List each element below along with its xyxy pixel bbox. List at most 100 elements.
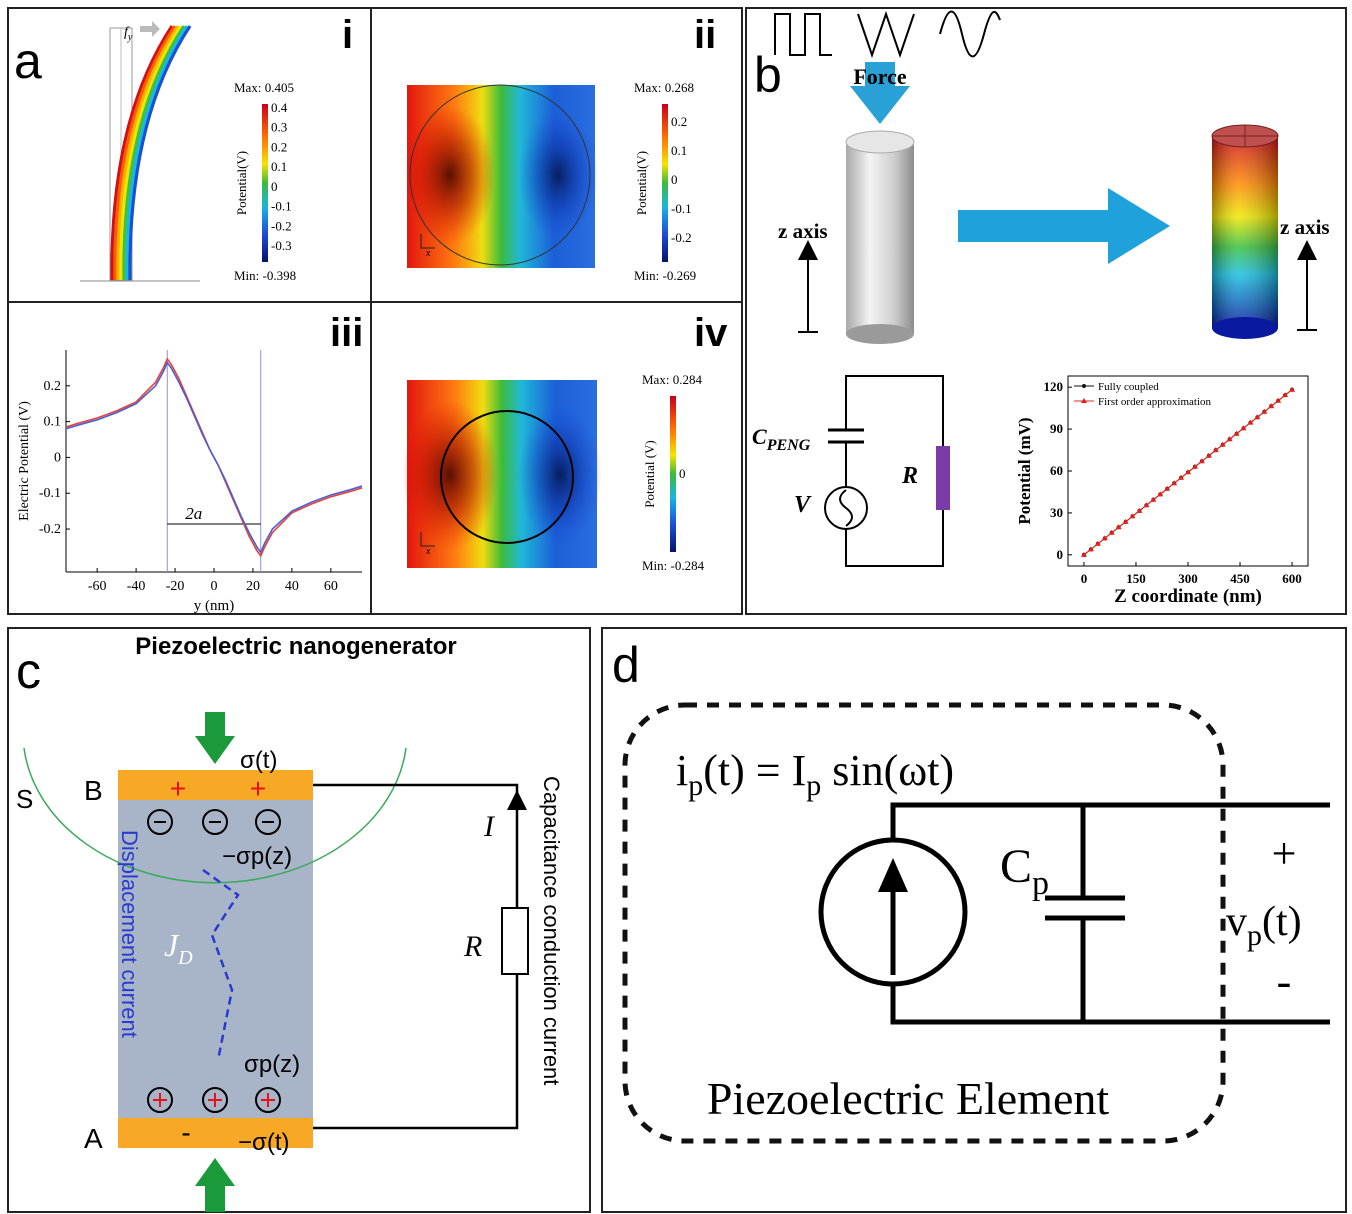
line-chart: 01503004506000306090120Z coordinate (nm)… bbox=[1015, 376, 1308, 607]
charge-label: σp(z) bbox=[244, 1051, 300, 1078]
panel-label: iii bbox=[330, 311, 363, 355]
colorbar-tick-label: 0.2 bbox=[671, 114, 687, 129]
colorbar-tick-label: -0.2 bbox=[271, 218, 292, 233]
y-tick-label: 30 bbox=[1050, 505, 1063, 520]
voltage-part: (t) bbox=[1262, 899, 1302, 945]
colorbar-tick-label: 0 bbox=[679, 466, 686, 481]
current-label: I bbox=[483, 810, 496, 843]
colorbar-tick-label: 0.1 bbox=[671, 143, 687, 158]
colorbar bbox=[670, 396, 676, 552]
panel-d-drawing: ip(t) = Ip sin(ωt) Cp + vp(t) - Piezoele… bbox=[625, 705, 1330, 1141]
y-axis-label: Electric Potential (V) bbox=[17, 401, 32, 521]
x-tick-label: -20 bbox=[166, 579, 185, 594]
panel-label: ii bbox=[694, 13, 716, 57]
colorbar-min: Min: -0.284 bbox=[642, 558, 705, 573]
x-tick-label: 300 bbox=[1178, 571, 1198, 586]
square-wave bbox=[775, 14, 832, 55]
legend-label: First order approximation bbox=[1098, 396, 1212, 408]
capacitor-label: Cp bbox=[1000, 840, 1049, 902]
equation-part: i bbox=[676, 746, 688, 795]
y-tick-label: 0.1 bbox=[44, 415, 62, 430]
source-label: V bbox=[794, 492, 812, 518]
resistor-label: R bbox=[463, 930, 482, 963]
x-tick-label: 20 bbox=[246, 579, 260, 594]
conduction-label: Capacitance conduction current bbox=[539, 776, 564, 1085]
panel-label: iv bbox=[694, 311, 728, 355]
colorbar-tick-label: 0.3 bbox=[271, 120, 287, 135]
force-label: Force bbox=[853, 64, 907, 89]
charge-label: −σp(z) bbox=[222, 843, 292, 870]
colorbar-tick-label: 0.2 bbox=[271, 139, 287, 154]
spot bbox=[518, 405, 602, 545]
resistor-label: R bbox=[901, 463, 918, 489]
panel-label: i bbox=[342, 13, 353, 57]
displacement-label: Displacement current bbox=[117, 830, 142, 1038]
equation-part: (t) = I bbox=[703, 746, 806, 795]
x-tick-label: 150 bbox=[1126, 571, 1146, 586]
page-body: { "panel_labels": {"a": "a", "b": "b", "… bbox=[0, 0, 1352, 1214]
x-tick-label: -40 bbox=[127, 579, 146, 594]
x-tick-label: 450 bbox=[1230, 571, 1250, 586]
y-tick-label: -0.2 bbox=[39, 522, 61, 537]
polarity: - bbox=[1277, 957, 1292, 1006]
line-chart: -60-40-200204060-0.2-0.100.10.2y (nm)Ele… bbox=[17, 350, 362, 614]
title: Piezoelectric nanogenerator bbox=[135, 633, 456, 660]
sine-wave bbox=[940, 12, 1000, 57]
force-label-sub: y bbox=[127, 32, 133, 43]
x-tick-label: -60 bbox=[88, 579, 107, 594]
colorbar-tick-label: -0.2 bbox=[671, 230, 692, 245]
axis-label: z axis bbox=[1280, 215, 1330, 239]
voltage-part: v bbox=[1226, 899, 1247, 945]
colorbar bbox=[262, 104, 268, 262]
equation: ip(t) = Ip sin(ωt) bbox=[676, 746, 954, 802]
cylinder bbox=[846, 142, 914, 334]
x-tick-label: 600 bbox=[1282, 571, 1302, 586]
voltage-part: p bbox=[1247, 919, 1262, 952]
x-axis-label: Z coordinate (nm) bbox=[1114, 586, 1262, 607]
point bbox=[1289, 387, 1295, 392]
capacitor-label-sub: PENG bbox=[766, 437, 811, 454]
voltage-label: vp(t) bbox=[1226, 899, 1302, 952]
colorbar-tick-label: 0 bbox=[671, 172, 678, 187]
cylinder-bottom bbox=[846, 324, 914, 344]
electrode-label: B bbox=[84, 775, 103, 806]
colorbar bbox=[662, 104, 668, 262]
y-tick-label: 0 bbox=[54, 450, 61, 465]
panel-a-frame bbox=[8, 8, 742, 614]
y-tick-label: 60 bbox=[1050, 463, 1063, 478]
axis-label: x bbox=[425, 546, 431, 557]
charge-label: −σ(t) bbox=[238, 1129, 289, 1156]
y-tick-label: 120 bbox=[1044, 379, 1064, 394]
x-tick-label: 0 bbox=[1081, 571, 1088, 586]
surface-label: S bbox=[16, 784, 33, 814]
spot bbox=[518, 110, 598, 240]
colorbar-tick-label: 0 bbox=[271, 179, 278, 194]
panel-label: b bbox=[754, 47, 782, 103]
figure: a b c d i ii iii iv fy x x Force z axis … bbox=[0, 0, 1352, 1214]
circuit-wire bbox=[846, 376, 943, 566]
polarity: + bbox=[1272, 829, 1297, 878]
charge-label: σ(t) bbox=[240, 747, 277, 774]
colorbar-max: Max: 0.284 bbox=[642, 372, 702, 387]
panel-label: c bbox=[16, 643, 41, 699]
colorbar-tick-label: -0.1 bbox=[271, 199, 292, 214]
heatmap-iv: x bbox=[402, 380, 602, 568]
cantilever: fy bbox=[80, 21, 200, 281]
panel-label: d bbox=[612, 637, 640, 693]
charge: + bbox=[170, 773, 186, 804]
force-arrow bbox=[140, 21, 160, 37]
panel-b-drawing: Force z axis z axis CPENG V R bbox=[752, 12, 1330, 567]
cylinder-bottom bbox=[1212, 317, 1278, 339]
electrode bbox=[118, 770, 313, 800]
y-axis-label: Potential (mV) bbox=[1015, 417, 1034, 524]
legend-label: Fully coupled bbox=[1098, 381, 1159, 393]
colorbar-max: Max: 0.268 bbox=[634, 80, 694, 95]
capacitor-label-sub: p bbox=[1032, 865, 1049, 902]
charge: + bbox=[250, 773, 266, 804]
current-density-sub: D bbox=[177, 947, 193, 969]
charge: - bbox=[181, 1117, 190, 1148]
equation-part: sin(ωt) bbox=[821, 746, 954, 795]
element-label: Piezoelectric Element bbox=[707, 1073, 1110, 1124]
capacitor-label: CPENG bbox=[752, 424, 811, 454]
cylinder-shade bbox=[1212, 136, 1278, 328]
